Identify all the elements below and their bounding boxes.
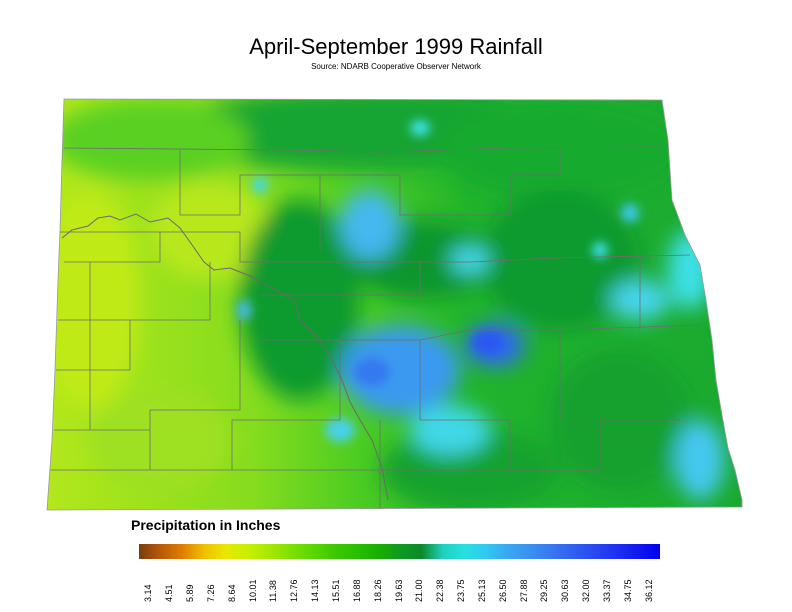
legend-tick-label: 10.01 <box>247 579 258 602</box>
county-boundaries <box>49 146 701 510</box>
legend-tick-label: 16.88 <box>351 579 362 602</box>
state-outline <box>46 98 743 511</box>
legend-tick-label: 26.50 <box>497 579 508 602</box>
legend-tick: 8.64 <box>227 566 241 606</box>
legend-tick-label: 34.75 <box>622 579 633 602</box>
legend-tick: 25.13 <box>477 566 491 606</box>
legend-tick-label: 19.63 <box>393 579 404 602</box>
legend-tick: 11.38 <box>268 566 282 606</box>
legend-tick: 23.75 <box>456 566 470 606</box>
rainfall-spots <box>237 120 639 442</box>
legend-tick: 33.37 <box>602 566 616 606</box>
legend-tick-label: 18.26 <box>372 579 383 602</box>
legend-tick-label: 29.25 <box>539 579 550 602</box>
legend-tick: 36.12 <box>644 566 658 606</box>
legend-tick: 21.00 <box>414 566 428 606</box>
legend-tick: 15.51 <box>331 566 345 606</box>
legend-tick-label: 14.13 <box>310 579 321 602</box>
legend-tick-label: 12.76 <box>289 579 300 602</box>
legend-tick-label: 33.37 <box>601 579 612 602</box>
legend-tick-label: 36.12 <box>643 579 654 602</box>
legend-tick: 19.63 <box>394 566 408 606</box>
legend-tick-label: 27.88 <box>518 579 529 602</box>
legend-tick: 29.25 <box>539 566 553 606</box>
legend-tick: 12.76 <box>289 566 303 606</box>
legend-tick: 14.13 <box>310 566 324 606</box>
legend-tick-labels: 3.14 4.51 5.89 7.26 8.64 10.01 11.38 12.76 14.13… <box>139 566 660 606</box>
legend-tick: 16.88 <box>352 566 366 606</box>
legend-tick: 10.01 <box>248 566 262 606</box>
legend-tick: 3.14 <box>143 566 157 606</box>
legend-color-scale <box>139 544 660 559</box>
legend-title: Precipitation in Inches <box>131 517 281 533</box>
legend-tick: 22.38 <box>435 566 449 606</box>
legend-tick: 30.63 <box>560 566 574 606</box>
legend-tick-label: 25.13 <box>476 579 487 602</box>
legend-tick-label: 3.14 <box>143 584 154 602</box>
legend-tick: 7.26 <box>206 566 220 606</box>
legend-gradient-bar <box>139 544 660 559</box>
legend-tick-label: 32.00 <box>581 579 592 602</box>
map-subtitle: Source: NDARB Cooperative Observer Netwo… <box>311 62 481 71</box>
river-line <box>61 213 389 501</box>
legend-tick: 18.26 <box>373 566 387 606</box>
legend-tick: 26.50 <box>498 566 512 606</box>
state-surface <box>47 99 742 510</box>
map-title: April-September 1999 Rainfall <box>249 34 543 59</box>
legend-tick-label: 4.51 <box>164 584 175 602</box>
legend-tick: 5.89 <box>185 566 199 606</box>
legend-tick-label: 22.38 <box>435 579 446 602</box>
legend-tick-label: 30.63 <box>560 579 571 602</box>
legend-tick-label: 23.75 <box>456 579 467 602</box>
legend-tick-label: 5.89 <box>185 584 196 602</box>
legend-tick-label: 7.26 <box>205 584 216 602</box>
legend-tick: 27.88 <box>519 566 533 606</box>
legend-tick-label: 11.38 <box>268 580 279 602</box>
legend-tick-label: 21.00 <box>414 579 425 602</box>
legend-tick: 34.75 <box>623 566 637 606</box>
legend-tick: 32.00 <box>581 566 595 606</box>
legend-tick-label: 15.51 <box>330 579 341 602</box>
legend-tick: 4.51 <box>164 566 178 606</box>
legend-tick-label: 8.64 <box>226 584 237 602</box>
